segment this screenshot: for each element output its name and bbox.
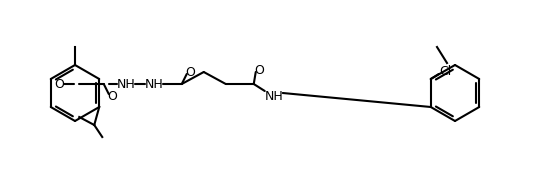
Text: NH: NH xyxy=(116,78,135,91)
Text: O: O xyxy=(54,78,63,91)
Text: NH: NH xyxy=(144,78,163,91)
Text: O: O xyxy=(185,65,195,78)
Text: Cl: Cl xyxy=(440,65,452,78)
Text: O: O xyxy=(107,89,117,102)
Text: O: O xyxy=(254,63,264,76)
Text: NH: NH xyxy=(264,89,283,102)
